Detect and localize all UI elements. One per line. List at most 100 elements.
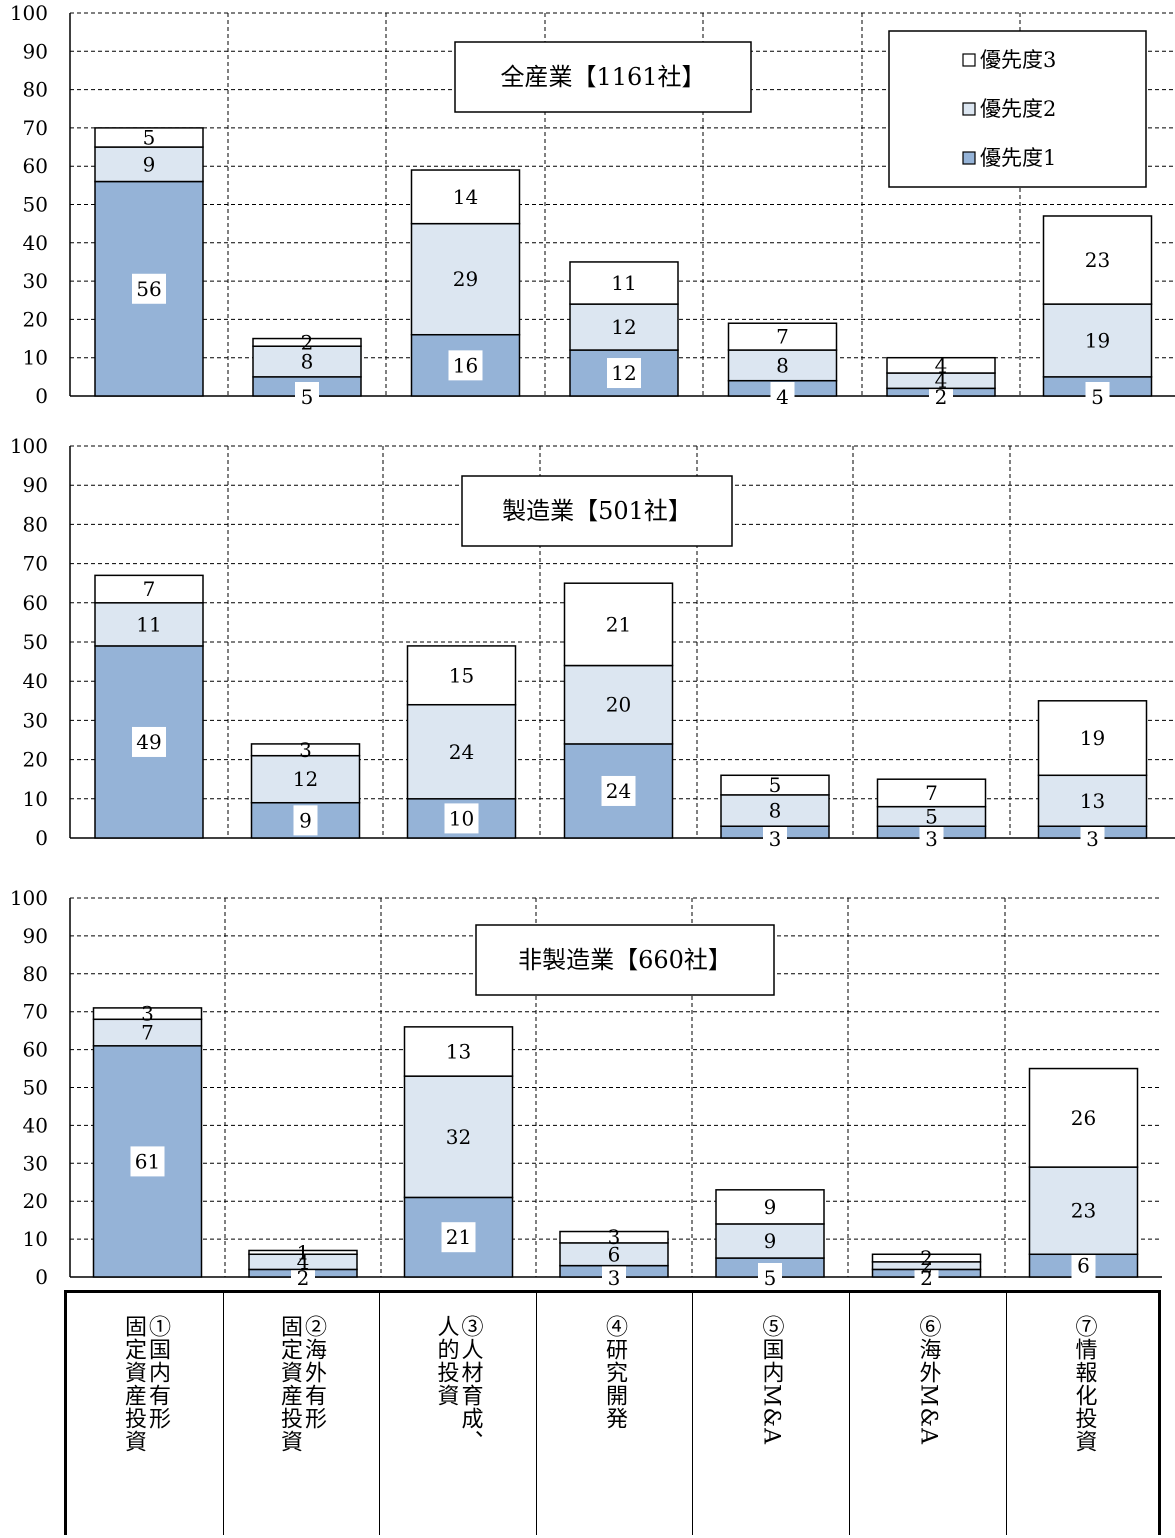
category-separator	[536, 1293, 537, 1535]
category-cell: ②海外有形 固定資産投資	[223, 1293, 379, 1538]
category-cell: ④研究開発	[536, 1293, 692, 1538]
legend-swatch-1	[962, 53, 976, 67]
bar-segment-p2	[569, 303, 679, 351]
data-label-bg	[295, 382, 319, 412]
data-label: 29	[453, 267, 478, 291]
y-tick-label: 70	[23, 552, 48, 576]
bar-segment-p2	[563, 664, 674, 745]
data-label: 2	[297, 1266, 310, 1290]
data-label: 4	[935, 353, 948, 377]
data-label: 5	[769, 773, 782, 797]
chart-title-box	[475, 924, 775, 996]
bar-segment-p3	[403, 1026, 514, 1077]
y-tick-label: 70	[23, 1000, 48, 1024]
data-label: 7	[143, 577, 156, 601]
y-tick-label: 50	[23, 630, 48, 654]
bar-segment-p3	[252, 337, 362, 347]
data-label: 3	[1086, 827, 1099, 851]
y-tick-label: 90	[23, 39, 48, 63]
y-tick-label: 50	[23, 1076, 48, 1100]
data-label: 3	[608, 1225, 621, 1249]
chart-panel-3: 0102030405060708090100非製造業【660社】61732412…	[10, 886, 1162, 1290]
bar-segment-p3	[559, 1230, 669, 1244]
data-label: 56	[136, 277, 161, 301]
data-label: 13	[1080, 789, 1105, 813]
data-label-bg	[132, 726, 166, 757]
legend-box	[888, 30, 1147, 188]
data-label: 6	[1077, 1254, 1090, 1278]
data-label: 14	[453, 185, 478, 209]
category-label-line: ③人材育成、	[457, 1315, 483, 1453]
y-tick-label: 60	[23, 1038, 48, 1062]
bar-segment-p3	[563, 582, 674, 667]
data-label-bg	[607, 358, 641, 389]
category-separator	[849, 1293, 850, 1535]
legend-swatch-2	[962, 102, 976, 116]
data-label: 1	[297, 1240, 310, 1264]
category-label-line: ⑥海外M&A	[915, 1315, 941, 1445]
y-tick-label: 20	[23, 307, 48, 331]
data-label-bg	[763, 824, 787, 854]
y-tick-label: 100	[10, 886, 48, 910]
data-label-bg	[1071, 1250, 1096, 1281]
data-label: 8	[769, 799, 782, 823]
data-label: 7	[925, 781, 938, 805]
category-label-line: ⑤国内M&A	[758, 1315, 784, 1445]
category-label-table: ①国内有形 固定資産投資 ②海外有形 固定資産投資 ③人材育成、 人的投資 ④研究開発 ⑤国内…	[64, 1290, 1161, 1535]
y-tick-label: 90	[23, 473, 48, 497]
data-label: 5	[301, 385, 314, 409]
category-separator	[379, 1293, 380, 1535]
y-tick-label: 80	[23, 512, 48, 536]
data-label: 6	[608, 1242, 621, 1266]
data-label: 9	[143, 152, 156, 176]
data-label-bg	[770, 382, 795, 412]
data-label: 8	[776, 353, 789, 377]
data-label: 3	[925, 827, 938, 851]
data-label: 4	[935, 369, 948, 393]
data-label-bg	[448, 350, 483, 381]
data-label: 19	[1080, 726, 1105, 750]
data-label: 15	[449, 663, 474, 687]
data-label: 24	[449, 740, 474, 764]
data-label: 2	[301, 330, 314, 354]
category-cell: ⑥海外M&A	[849, 1293, 1006, 1538]
data-label: 12	[293, 767, 318, 791]
bar-segment-p3	[1037, 700, 1148, 777]
data-label: 13	[446, 1039, 471, 1063]
y-tick-label: 10	[23, 1227, 48, 1251]
data-label: 5	[764, 1266, 777, 1290]
data-label: 7	[141, 1021, 154, 1045]
chart-title: 製造業【501社】	[502, 497, 692, 525]
chart-title-box	[454, 41, 752, 113]
data-label-bg	[444, 803, 479, 834]
y-tick-label: 20	[23, 748, 48, 772]
data-label-bg	[130, 1146, 165, 1177]
bar-segment-p2	[410, 222, 521, 336]
category-label-line: 固定資産投資	[121, 1315, 146, 1453]
legend: 優先度3 優先度2 優先度1	[888, 30, 1147, 188]
data-label: 5	[1091, 385, 1104, 409]
y-tick-label: 0	[35, 826, 48, 850]
data-label: 11	[611, 271, 636, 295]
data-label: 49	[136, 730, 161, 754]
data-label: 19	[1085, 328, 1110, 352]
y-tick-label: 90	[23, 924, 48, 948]
data-label: 10	[449, 806, 474, 830]
y-tick-label: 50	[23, 193, 48, 217]
legend-swatch-3	[962, 151, 976, 165]
bar-segment-p3	[876, 778, 987, 808]
legend-item-label: 優先度3	[980, 48, 1056, 72]
data-label: 9	[764, 1195, 777, 1219]
data-label-bg	[919, 824, 944, 854]
bar-segment-p2	[92, 1018, 203, 1047]
bar-segment-p2	[1042, 303, 1153, 378]
data-label: 5	[925, 804, 938, 828]
category-label-line: ④研究開発	[602, 1315, 627, 1430]
y-tick-label: 30	[23, 269, 48, 293]
bar-segment-p2	[250, 754, 361, 804]
bar-segment-p2	[252, 345, 362, 378]
data-label: 21	[446, 1225, 471, 1249]
y-tick-label: 80	[23, 78, 48, 102]
data-label: 61	[135, 1149, 160, 1173]
data-label-bg	[1085, 382, 1110, 412]
